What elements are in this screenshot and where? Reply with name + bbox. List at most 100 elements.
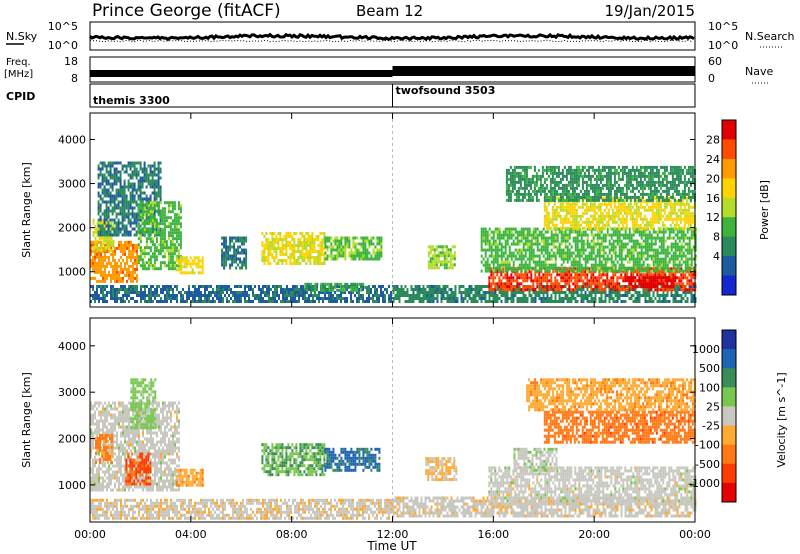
heatmap-cell [326, 297, 328, 300]
heatmap-region [488, 267, 697, 292]
heatmap-cell [141, 264, 144, 268]
heatmap-cell [167, 201, 170, 205]
heatmap-cell [614, 291, 617, 294]
heatmap-cell [522, 236, 525, 240]
heatmap-cell [453, 263, 456, 267]
heatmap-cell [406, 288, 409, 291]
heatmap-cell [124, 252, 126, 256]
heatmap-cell [307, 250, 310, 253]
heatmap-cell [648, 248, 651, 252]
heatmap-cell [394, 294, 397, 297]
heatmap-cell [155, 258, 158, 262]
heatmap-cell [281, 244, 284, 247]
heatmap-cell [674, 267, 677, 271]
heatmap-cell [161, 261, 164, 265]
heatmap-cell [454, 300, 457, 303]
heatmap-cell [594, 263, 597, 267]
heatmap-cell [646, 257, 649, 261]
heatmap-cell [576, 294, 579, 297]
heatmap-cell [616, 233, 619, 237]
heatmap-cell [528, 263, 531, 267]
heatmap-cell [610, 260, 613, 264]
heatmap-cell [260, 291, 262, 294]
heatmap-cell [646, 254, 649, 258]
heatmap-cell [690, 297, 693, 300]
heatmap-cell [136, 243, 138, 247]
heatmap-cell [315, 238, 318, 241]
heatmap-cell [283, 253, 286, 256]
heatmap-cell [179, 204, 182, 208]
heatmap-cell [434, 297, 437, 300]
heatmap-cell [594, 266, 597, 270]
heatmap-cell [309, 259, 312, 262]
heatmap-cell [620, 300, 623, 303]
heatmap-cell [148, 294, 150, 297]
heatmap-cell [290, 294, 292, 297]
heatmap-cell [550, 257, 553, 261]
heatmap-cell [376, 239, 379, 243]
heatmap-cell [336, 294, 338, 297]
heatmap-cell [524, 260, 527, 264]
heatmap-cell [197, 259, 200, 263]
heatmap-cell [652, 267, 655, 271]
heatmap-cell [141, 210, 144, 214]
heatmap-cell [173, 201, 176, 205]
heatmap-cell [528, 233, 531, 237]
heatmap-cell [118, 246, 120, 250]
heatmap-cell [516, 273, 519, 277]
heatmap-cell [447, 248, 450, 252]
heatmap-cell [132, 297, 134, 300]
heatmap-cell [115, 161, 118, 165]
heatmap-cell [138, 291, 140, 294]
heatmap-cell [321, 244, 324, 247]
heatmap-cell [570, 273, 573, 277]
heatmap-cell [534, 227, 537, 231]
heatmap-cell [146, 285, 148, 288]
heatmap-cell [626, 291, 629, 294]
heatmap-cell [336, 242, 339, 246]
heatmap-cell [480, 239, 483, 243]
heatmap-cell [140, 288, 142, 291]
heatmap-cell [606, 227, 609, 231]
heatmap-cell [131, 227, 134, 231]
heatmap-cell [646, 300, 649, 303]
heatmap-cell [576, 288, 579, 291]
heatmap-cell [143, 161, 146, 165]
heatmap-cell [313, 256, 316, 259]
heatmap-cell [516, 248, 519, 252]
heatmap-cell [119, 230, 122, 234]
heatmap-cell [622, 248, 625, 252]
heatmap-cell [236, 300, 238, 303]
date-label: 19/Jan/2015 [605, 2, 696, 20]
heatmap-cell [216, 294, 218, 297]
heatmap-cell [136, 276, 138, 280]
heatmap-cell [484, 227, 487, 231]
heatmap-cell [173, 261, 176, 265]
heatmap-cell [572, 260, 575, 264]
heatmap-cell [566, 294, 569, 297]
heatmap-cell [546, 294, 549, 297]
heatmap-cell [338, 239, 341, 243]
heatmap-cell [225, 236, 228, 240]
heatmap-cell [139, 188, 142, 192]
heatmap-cell [564, 236, 567, 240]
heatmap-cell [318, 294, 320, 297]
heatmap-cell [568, 291, 571, 294]
heatmap-cell [610, 276, 613, 280]
heatmap-cell [113, 233, 116, 237]
heatmap-cell [528, 254, 531, 258]
heatmap-cell [582, 273, 585, 277]
heatmap-cell [670, 291, 673, 294]
heatmap-cell [126, 255, 128, 259]
heatmap-cell [630, 288, 633, 291]
heatmap-cell [272, 300, 274, 303]
heatmap-cell [624, 273, 627, 277]
heatmap-cell [312, 285, 315, 289]
heatmap-cell [229, 263, 232, 267]
heatmap-cell [654, 260, 657, 264]
heatmap-cell [564, 239, 567, 243]
heatmap-cell [482, 227, 485, 231]
heatmap-cell [427, 245, 430, 249]
heatmap-cell [116, 291, 118, 294]
heatmap-cell [149, 228, 152, 232]
